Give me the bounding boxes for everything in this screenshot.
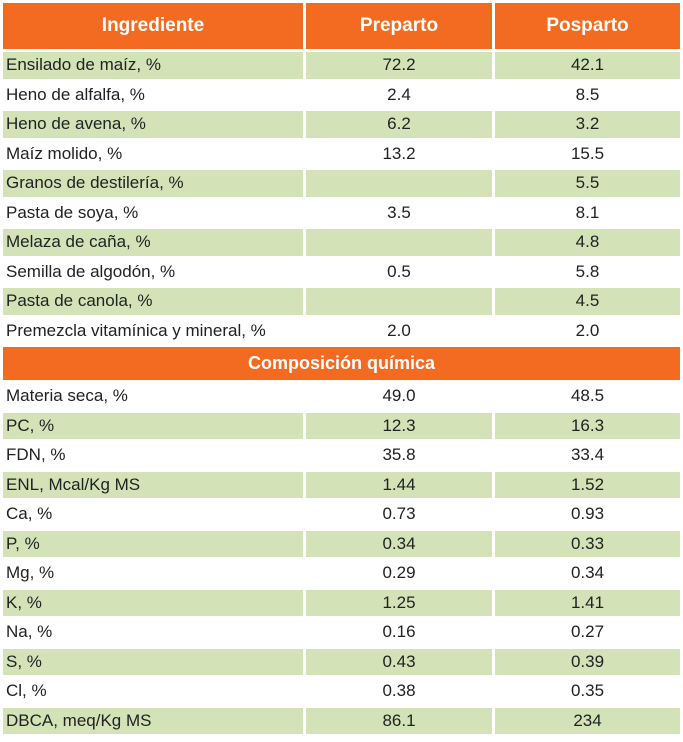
- table-row: Granos de destilería, % 5.5: [3, 170, 680, 197]
- row-label: Cl, %: [3, 678, 303, 705]
- prepartum-value: 3.5: [306, 199, 492, 226]
- prepartum-value: 72.2: [306, 52, 492, 79]
- table-row: Semilla de algodón, % 0.5 5.8: [3, 258, 680, 285]
- table-row: Pasta de canola, % 4.5: [3, 288, 680, 315]
- row-label: K, %: [3, 589, 303, 616]
- postpartum-value: 16.3: [495, 412, 680, 439]
- row-label: Pasta de soya, %: [3, 199, 303, 226]
- table-row: Materia seca, % 49.0 48.5: [3, 383, 680, 410]
- row-label: Melaza de caña, %: [3, 229, 303, 256]
- column-header-ingredient: Ingrediente: [3, 3, 303, 49]
- row-label: Ca, %: [3, 501, 303, 528]
- postpartum-value: 1.52: [495, 471, 680, 498]
- postpartum-value: 48.5: [495, 383, 680, 410]
- postpartum-value: 3.2: [495, 111, 680, 138]
- prepartum-value: 12.3: [306, 412, 492, 439]
- table-row: Ensilado de maíz, % 72.2 42.1: [3, 52, 680, 79]
- prepartum-value: 49.0: [306, 383, 492, 410]
- row-label: Na, %: [3, 619, 303, 646]
- prepartum-value: 86.1: [306, 707, 492, 734]
- row-label: FDN, %: [3, 442, 303, 469]
- postpartum-value: 33.4: [495, 442, 680, 469]
- postpartum-value: 0.39: [495, 648, 680, 675]
- postpartum-value: 5.5: [495, 170, 680, 197]
- row-label: Mg, %: [3, 560, 303, 587]
- row-label: PC, %: [3, 412, 303, 439]
- row-label: Semilla de algodón, %: [3, 258, 303, 285]
- prepartum-value: 0.38: [306, 678, 492, 705]
- row-label: Premezcla vitamínica y mineral, %: [3, 317, 303, 344]
- row-label: Heno de alfalfa, %: [3, 81, 303, 108]
- table-row: Cl, % 0.38 0.35: [3, 678, 680, 705]
- table-row: Heno de alfalfa, % 2.4 8.5: [3, 81, 680, 108]
- row-label: DBCA, meq/Kg MS: [3, 707, 303, 734]
- row-label: Pasta de canola, %: [3, 288, 303, 315]
- postpartum-value: 4.8: [495, 229, 680, 256]
- postpartum-value: 0.33: [495, 530, 680, 557]
- table-row: Heno de avena, % 6.2 3.2: [3, 111, 680, 138]
- prepartum-value: 1.25: [306, 589, 492, 616]
- postpartum-value: 0.35: [495, 678, 680, 705]
- table-row: Maíz molido, % 13.2 15.5: [3, 140, 680, 167]
- row-label: S, %: [3, 648, 303, 675]
- section-header-row: Composición química: [3, 347, 680, 380]
- postpartum-value: 0.93: [495, 501, 680, 528]
- prepartum-value: 0.5: [306, 258, 492, 285]
- prepartum-value: 6.2: [306, 111, 492, 138]
- postpartum-value: 8.5: [495, 81, 680, 108]
- prepartum-value: 1.44: [306, 471, 492, 498]
- table-row: Mg, % 0.29 0.34: [3, 560, 680, 587]
- table-row: Pasta de soya, % 3.5 8.1: [3, 199, 680, 226]
- prepartum-value: 0.16: [306, 619, 492, 646]
- prepartum-value: 0.73: [306, 501, 492, 528]
- section-title: Composición química: [3, 347, 680, 380]
- table-row: S, % 0.43 0.39: [3, 648, 680, 675]
- postpartum-value: 0.27: [495, 619, 680, 646]
- table-header-row: Ingrediente Preparto Posparto: [3, 3, 680, 49]
- row-label: Ensilado de maíz, %: [3, 52, 303, 79]
- table-row: K, % 1.25 1.41: [3, 589, 680, 616]
- table-row: P, % 0.34 0.33: [3, 530, 680, 557]
- postpartum-value: 1.41: [495, 589, 680, 616]
- postpartum-value: 42.1: [495, 52, 680, 79]
- prepartum-value: [306, 170, 492, 197]
- row-label: Materia seca, %: [3, 383, 303, 410]
- prepartum-value: 35.8: [306, 442, 492, 469]
- row-label: Granos de destilería, %: [3, 170, 303, 197]
- table-row: FDN, % 35.8 33.4: [3, 442, 680, 469]
- row-label: ENL, Mcal/Kg MS: [3, 471, 303, 498]
- row-label: P, %: [3, 530, 303, 557]
- row-label: Heno de avena, %: [3, 111, 303, 138]
- prepartum-value: [306, 288, 492, 315]
- postpartum-value: 8.1: [495, 199, 680, 226]
- prepartum-value: 2.0: [306, 317, 492, 344]
- postpartum-value: 4.5: [495, 288, 680, 315]
- prepartum-value: 0.29: [306, 560, 492, 587]
- table-row: Melaza de caña, % 4.8: [3, 229, 680, 256]
- table-row: ENL, Mcal/Kg MS 1.44 1.52: [3, 471, 680, 498]
- prepartum-value: 2.4: [306, 81, 492, 108]
- table-row: Na, % 0.16 0.27: [3, 619, 680, 646]
- table-row: Ca, % 0.73 0.93: [3, 501, 680, 528]
- postpartum-value: 2.0: [495, 317, 680, 344]
- column-header-postpartum: Posparto: [495, 3, 680, 49]
- prepartum-value: 0.43: [306, 648, 492, 675]
- postpartum-value: 0.34: [495, 560, 680, 587]
- postpartum-value: 5.8: [495, 258, 680, 285]
- row-label: Maíz molido, %: [3, 140, 303, 167]
- postpartum-value: 15.5: [495, 140, 680, 167]
- column-header-prepartum: Preparto: [306, 3, 492, 49]
- table-row: PC, % 12.3 16.3: [3, 412, 680, 439]
- table-row: Premezcla vitamínica y mineral, % 2.0 2.…: [3, 317, 680, 344]
- prepartum-value: 13.2: [306, 140, 492, 167]
- prepartum-value: 0.34: [306, 530, 492, 557]
- prepartum-value: [306, 229, 492, 256]
- table-row: DBCA, meq/Kg MS 86.1 234: [3, 707, 680, 734]
- postpartum-value: 234: [495, 707, 680, 734]
